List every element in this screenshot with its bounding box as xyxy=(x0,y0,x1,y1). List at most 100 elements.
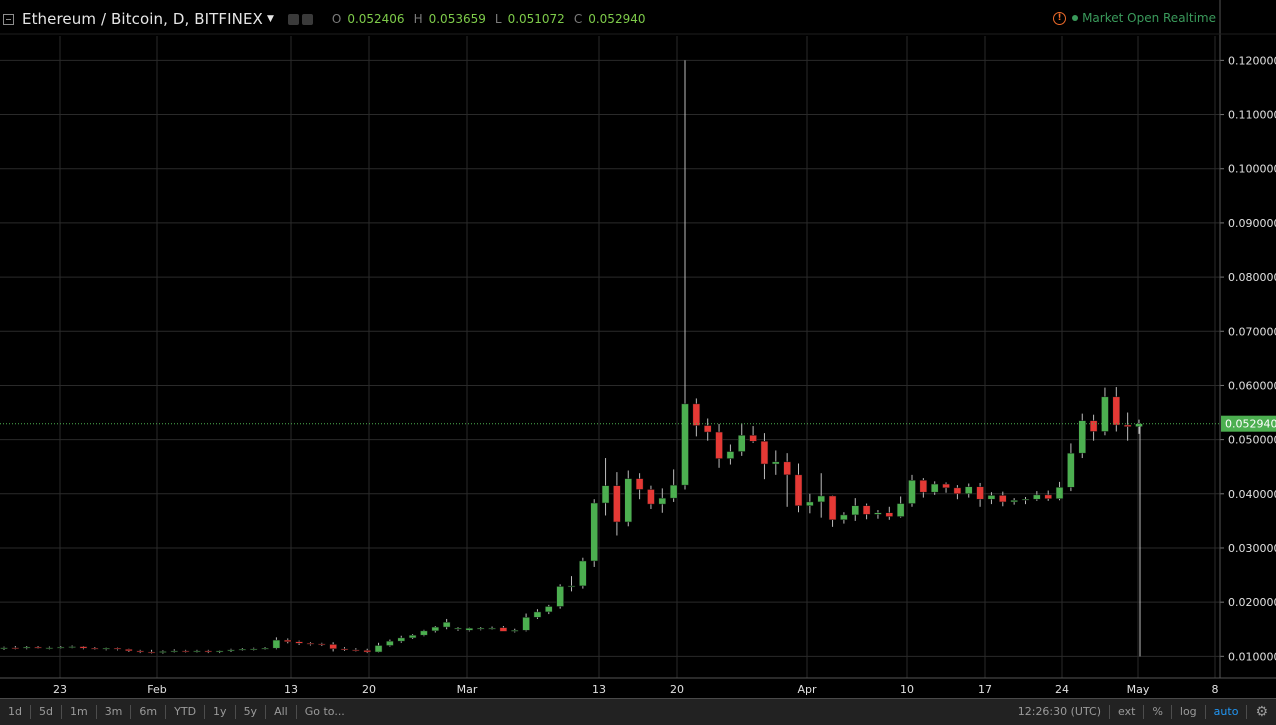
candle-body xyxy=(408,634,417,639)
close-value: 0.052940 xyxy=(588,12,646,26)
candle-body xyxy=(930,483,939,493)
candle-body xyxy=(647,489,655,505)
candle-body xyxy=(249,648,258,650)
candle-body xyxy=(703,425,712,433)
candle-body xyxy=(613,485,621,523)
range-ytd-button[interactable]: YTD xyxy=(174,705,197,718)
ext-toggle[interactable]: ext xyxy=(1118,705,1136,718)
candle-body xyxy=(783,461,791,476)
y-tick-label: 0.050000 xyxy=(1228,434,1276,447)
candle-body xyxy=(1112,396,1121,426)
y-tick-label: 0.030000 xyxy=(1228,542,1276,555)
range-5y-button[interactable]: 5y xyxy=(243,705,258,718)
range-5d-button[interactable]: 5d xyxy=(38,705,53,718)
candle-body xyxy=(533,611,542,618)
market-status[interactable]: ! Market Open Realtime xyxy=(1053,11,1216,25)
chevron-down-icon[interactable]: ▼ xyxy=(266,14,274,24)
log-toggle[interactable]: log xyxy=(1179,705,1197,718)
candle-body xyxy=(420,630,428,636)
candle-body xyxy=(102,647,110,650)
open-value: 0.052406 xyxy=(347,12,405,26)
gear-icon[interactable] xyxy=(301,13,313,25)
separator xyxy=(130,705,132,719)
candle-body xyxy=(908,480,916,504)
price-chart[interactable]: 0.010000 0.020000 0.030000 0.040000 0.050000… xyxy=(0,0,1276,698)
range-3m-button[interactable]: 3m xyxy=(104,705,123,718)
candle-body xyxy=(1101,396,1109,432)
candle-body xyxy=(658,497,667,505)
percent-toggle[interactable]: % xyxy=(1152,705,1163,718)
high-label: H xyxy=(413,12,423,26)
candle-body xyxy=(874,512,882,515)
x-tick-label: 20 xyxy=(670,683,684,696)
high-value: 0.053659 xyxy=(428,12,486,26)
camera-icon[interactable] xyxy=(287,13,299,25)
candle-body xyxy=(499,627,508,632)
candle-body xyxy=(1123,424,1132,427)
clock-time[interactable]: 12:26:30 (UTC) xyxy=(1017,705,1102,718)
auto-toggle[interactable]: auto xyxy=(1213,705,1239,718)
y-tick-label: 0.020000 xyxy=(1228,596,1276,609)
range-1y-button[interactable]: 1y xyxy=(213,705,227,718)
last-price-label: 0.052940 xyxy=(1225,418,1276,431)
candle-body xyxy=(567,585,576,588)
candle-body xyxy=(147,651,156,654)
range-6m-button[interactable]: 6m xyxy=(139,705,158,718)
x-tick-label: May xyxy=(1127,683,1150,696)
candle-body xyxy=(681,403,689,486)
separator xyxy=(29,705,31,719)
candle-body xyxy=(772,461,780,465)
candle-body xyxy=(488,627,496,630)
y-tick-label: 0.010000 xyxy=(1228,650,1276,663)
candle-body xyxy=(1021,498,1030,501)
candle-body xyxy=(386,640,394,646)
candle-body xyxy=(1135,423,1143,427)
candle-body xyxy=(669,484,678,499)
candle-body xyxy=(431,626,440,632)
warning-icon[interactable]: ! xyxy=(1053,11,1067,25)
low-label: L xyxy=(494,12,502,26)
candle-body xyxy=(284,639,292,642)
candle-body xyxy=(794,474,803,506)
y-tick-label: 0.080000 xyxy=(1228,271,1276,284)
candle-body xyxy=(1044,494,1052,499)
candle-body xyxy=(1078,420,1086,454)
candle-body xyxy=(136,650,144,653)
candle-body xyxy=(454,627,462,630)
separator xyxy=(1204,705,1206,719)
separator xyxy=(1170,705,1172,719)
range-1d-button[interactable]: 1d xyxy=(8,705,22,718)
range-1m-button[interactable]: 1m xyxy=(69,705,88,718)
y-tick-label: 0.100000 xyxy=(1228,163,1276,176)
x-tick-label: 17 xyxy=(978,683,992,696)
candle-body xyxy=(227,649,235,652)
candle-body xyxy=(295,641,303,644)
candle-body xyxy=(57,646,65,649)
candle-body xyxy=(442,621,451,628)
candle-body xyxy=(306,643,315,645)
x-tick-label: 8 xyxy=(1212,683,1219,696)
candle-body xyxy=(125,649,133,652)
candle-body xyxy=(511,630,519,632)
candle-body xyxy=(79,646,88,649)
range-all-button[interactable]: All xyxy=(274,705,288,718)
y-tick-label: 0.120000 xyxy=(1228,54,1276,67)
settings-gear-icon[interactable]: ⚙ xyxy=(1255,704,1268,720)
candle-body xyxy=(272,639,281,649)
candle-body xyxy=(1033,494,1041,500)
candle-body xyxy=(1089,420,1098,432)
collapse-icon[interactable] xyxy=(3,13,14,25)
candle-body xyxy=(363,650,371,653)
symbol-title[interactable]: Ethereum / Bitcoin, D, BITFINEX xyxy=(22,10,263,28)
separator xyxy=(204,705,206,719)
x-tick-label: 24 xyxy=(1055,683,1069,696)
candle-body xyxy=(34,646,42,649)
candle-body xyxy=(999,495,1007,503)
goto-button[interactable]: Go to... xyxy=(304,705,345,718)
candle-body xyxy=(987,495,996,500)
candle-body xyxy=(976,486,984,500)
candle-body xyxy=(806,501,814,506)
candle-body xyxy=(919,480,928,493)
candle-body xyxy=(953,487,962,495)
x-tick-label: 13 xyxy=(284,683,298,696)
